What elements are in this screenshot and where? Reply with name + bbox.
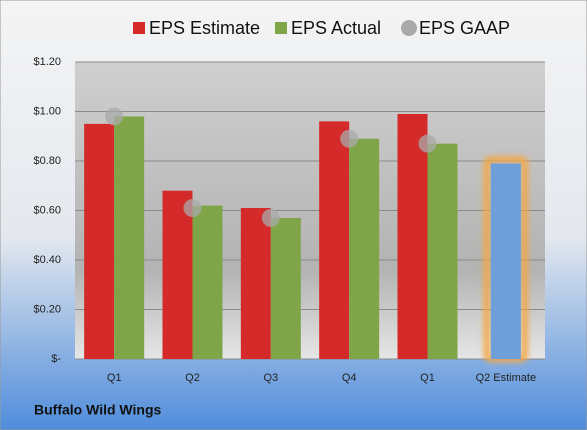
- x-tick-label: Q1: [420, 372, 435, 384]
- bar: [162, 190, 193, 359]
- y-tick-label: $-: [51, 353, 61, 365]
- bar: [427, 143, 458, 359]
- x-tick-label: Q2 Estimate: [476, 372, 537, 384]
- bar: [84, 123, 115, 359]
- y-tick-label: $0.80: [33, 155, 61, 167]
- y-tick-label: $0.20: [33, 303, 61, 315]
- bar: [349, 138, 380, 359]
- bar: [490, 163, 521, 359]
- gaap-marker: [418, 134, 437, 153]
- legend-label: EPS Estimate: [149, 18, 260, 38]
- y-tick-label: $0.60: [33, 204, 61, 216]
- y-tick-label: $1.20: [33, 56, 61, 68]
- gaap-marker: [261, 208, 280, 227]
- x-tick-label: Q2: [185, 372, 200, 384]
- x-tick-label: Q4: [342, 372, 357, 384]
- bar: [270, 217, 301, 359]
- gaap-marker: [105, 107, 124, 126]
- x-tick-label: Q1: [107, 372, 122, 384]
- footer: Buffalo Wild Wings: [34, 402, 161, 418]
- bar: [240, 208, 271, 359]
- y-tick-label: $1.00: [33, 105, 61, 117]
- bar: [319, 121, 350, 360]
- bar: [397, 113, 428, 359]
- legend-label: EPS GAAP: [419, 18, 510, 38]
- y-tick-label: $0.40: [33, 254, 61, 266]
- gaap-marker: [340, 129, 359, 148]
- bar: [192, 205, 223, 359]
- legend-swatch: [401, 20, 417, 36]
- x-tick-label: Q3: [263, 372, 278, 384]
- bar: [114, 116, 145, 359]
- legend-label: EPS Actual: [291, 18, 381, 38]
- gaap-marker: [183, 199, 202, 218]
- legend-swatch: [275, 22, 287, 34]
- legend-swatch: [133, 22, 145, 34]
